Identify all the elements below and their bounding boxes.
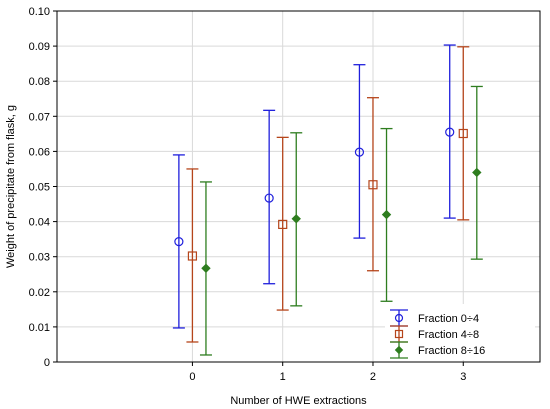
legend-marker-circle: [394, 313, 404, 323]
series-3: [199, 85, 483, 356]
y-axis-ticks: 0 0.01 0.02 0.03 0.04 0.05 0.06 0.07 0.08 0.09 0.1…: [29, 6, 57, 369]
y-tick-label: 0.09: [29, 41, 50, 53]
y-tick-label: 0.06: [29, 146, 50, 158]
data-point-square: [458, 128, 468, 139]
y-axis-title: Weight of precipitate from flask, g: [5, 105, 17, 268]
legend-background: [385, 304, 535, 360]
y-tick-label: 0.03: [29, 252, 50, 264]
data-point-diamond: [381, 209, 392, 220]
legend-label: Fraction 0÷4: [418, 313, 479, 325]
legend-label: Fraction 8÷16: [418, 345, 485, 357]
x-tick-label: 3: [460, 371, 466, 383]
data-point-diamond: [201, 263, 211, 273]
y-tick-label: 0.05: [29, 182, 50, 194]
data-point-circle: [264, 193, 274, 203]
x-axis-title: Number of HWE extractions: [230, 395, 367, 407]
data-point-square: [278, 219, 288, 230]
x-tick-label: 1: [280, 371, 286, 383]
y-tick-label: 0.10: [29, 6, 50, 18]
data-point-square: [368, 180, 378, 190]
data-point-circle: [174, 237, 184, 247]
series-1: [172, 44, 456, 329]
y-tick-label: 0.04: [29, 217, 50, 229]
legend-label: Fraction 4÷8: [418, 329, 479, 341]
legend-item: Fraction 8÷16: [390, 341, 485, 359]
data-point-circle: [354, 147, 365, 157]
y-tick-label: 0: [44, 357, 50, 369]
plot-frame: [56, 10, 541, 363]
x-tick-label: 0: [189, 371, 195, 383]
data-point-diamond: [472, 167, 482, 178]
data-point-diamond: [291, 214, 301, 224]
data-point-circle: [445, 127, 455, 137]
x-axis-ticks: 0 1 2 3: [189, 362, 466, 383]
data-point-square: [187, 251, 198, 261]
legend-marker-square: [394, 329, 404, 339]
series-2: [186, 46, 470, 343]
y-tick-label: 0.01: [29, 322, 50, 334]
legend-marker-diamond: [394, 345, 404, 355]
x-tick-label: 2: [370, 371, 376, 383]
plot-area: [172, 44, 483, 356]
y-tick-label: 0.07: [29, 111, 50, 123]
y-tick-label: 0.08: [29, 76, 50, 88]
legend: Fraction 0÷4 Fraction 4÷8 Fraction 8÷16: [385, 304, 535, 360]
y-tick-label: 0.02: [29, 287, 50, 299]
